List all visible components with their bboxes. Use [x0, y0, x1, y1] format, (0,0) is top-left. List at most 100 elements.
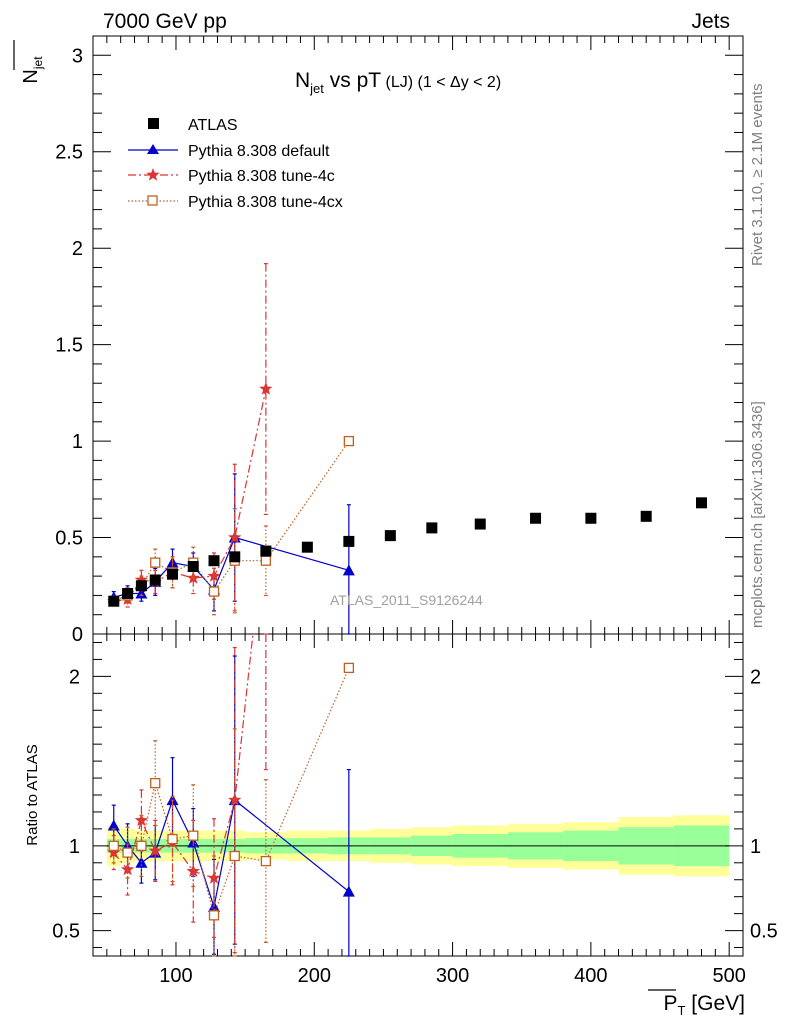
- data-point-star: [120, 862, 135, 876]
- atlas-point: [229, 551, 241, 563]
- atlas-point: [474, 518, 486, 530]
- title-jet-sub: jet: [309, 81, 324, 96]
- legend-tune4c-label: Pythia 8.308 tune-4c: [188, 168, 335, 185]
- atlas-point: [343, 535, 355, 547]
- data-point-square: [136, 840, 147, 851]
- atlas-point: [135, 580, 147, 592]
- y-tick-label-ratio: 2: [69, 666, 80, 688]
- y-axis-label-main: Njet: [20, 56, 45, 84]
- atlas-point: [585, 512, 597, 524]
- data-point-square: [260, 555, 272, 566]
- y-tick-label-ratio-right: 2: [750, 666, 761, 688]
- data-point-square: [150, 777, 161, 789]
- data-point-square: [150, 557, 161, 568]
- legend: ATLAS Pythia 8.308 default Pythia 8.308 …: [128, 117, 343, 211]
- xlabel-p: P: [664, 992, 678, 1015]
- x-tick-label: 300: [436, 965, 469, 987]
- data-point-square: [188, 830, 199, 841]
- atlas-point: [187, 560, 199, 572]
- y-tick-label-main: 0.5: [55, 528, 83, 550]
- legend-star-shape: [146, 168, 160, 181]
- atlas-point: [301, 541, 313, 553]
- y-tick-label-ratio-right: 1: [750, 836, 761, 858]
- ratio-uncertainty-band: [106, 815, 730, 877]
- atlas-point: [208, 555, 220, 567]
- data-point-triangle: [107, 819, 120, 831]
- series-2: [108, 662, 355, 957]
- atlas-point: [260, 545, 272, 557]
- legend-default-marker: [147, 144, 159, 154]
- atlas-point: [122, 587, 134, 599]
- legend-atlas-label: ATLAS: [188, 117, 238, 134]
- series-line: [113, 440, 350, 602]
- data-point-star: [148, 843, 162, 857]
- watermark: ATLAS_2011_S9126244: [330, 592, 483, 608]
- atlas-point: [426, 522, 438, 534]
- ylabel-n: N: [20, 69, 42, 83]
- data-point-square: [343, 662, 355, 674]
- data-point-star: [259, 382, 273, 395]
- x-axis-label: PT [GeV]: [664, 992, 746, 1018]
- y-tick-label-ratio: 1: [69, 836, 80, 858]
- data-point-triangle: [342, 564, 355, 576]
- atlas-data: [108, 497, 708, 607]
- data-point-square: [208, 586, 220, 597]
- atlas-point: [640, 510, 652, 522]
- y-tick-label-ratio-right: 0.5: [750, 921, 778, 943]
- title-vs: vs pT: [324, 69, 381, 92]
- legend-tune4cx-label: Pythia 8.308 tune-4cx: [188, 194, 343, 211]
- x-tick-label: 500: [712, 965, 745, 987]
- data-point-square: [260, 855, 272, 867]
- data-point-square: [122, 847, 133, 858]
- data-point-square: [229, 850, 240, 862]
- xlabel-unit: [GeV]: [685, 992, 745, 1015]
- x-tick-label: 100: [159, 965, 192, 987]
- y-tick-label-main: 1: [72, 431, 83, 453]
- x-tick-label: 200: [298, 965, 331, 987]
- y-tick-label-main: 0: [72, 624, 83, 646]
- y-tick-label-ratio: 0.5: [52, 921, 80, 943]
- data-point-square: [343, 435, 355, 447]
- axis-ticks: 100 200 300 400 500 0 0.5 1 1.5 2 2.5 3 0.5 0.5 1 1 2 2: [52, 36, 778, 987]
- x-tick-label: 400: [574, 965, 607, 987]
- title-n: N: [295, 69, 310, 92]
- series-line: [113, 667, 350, 918]
- ylabel-jet-sub: jet: [31, 56, 45, 70]
- data-point-star: [186, 571, 200, 584]
- data-point-triangle: [342, 885, 355, 897]
- atlas-point: [167, 568, 179, 580]
- data-point-triangle: [135, 587, 148, 599]
- data-point-square: [167, 833, 178, 845]
- series-line: [113, 536, 350, 598]
- data-point-star: [134, 573, 149, 586]
- title-range: (1 < Δy < 2): [413, 74, 501, 91]
- legend-tune4cx-marker: [147, 195, 158, 206]
- atlas-point: [696, 497, 708, 509]
- title-lj: (LJ): [381, 74, 413, 91]
- ratio-panel-series: [107, 633, 355, 957]
- series-1: [107, 633, 268, 954]
- header-right: Jets: [691, 10, 730, 33]
- atlas-point: [384, 530, 396, 542]
- side-label-rivet: Rivet 3.1.10, ≥ 2.1M events: [749, 84, 766, 267]
- data-point-square: [208, 910, 220, 921]
- chart-title: Njet vs pT (LJ) (1 < Δy < 2): [295, 69, 501, 96]
- legend-atlas-marker: [148, 118, 159, 129]
- ratio-frame: [92, 633, 744, 957]
- y-tick-label-main: 1.5: [55, 335, 83, 357]
- atlas-point: [108, 595, 120, 607]
- atlas-point: [530, 512, 542, 524]
- y-tick-label-main: 2.5: [55, 142, 83, 164]
- legend-tune4c-marker: [146, 168, 160, 181]
- side-label-mcplots: mcplots.cern.ch [arXiv:1306.3436]: [749, 401, 766, 628]
- y-tick-label-main: 2: [72, 238, 83, 260]
- series-0: [107, 655, 355, 957]
- atlas-point: [149, 574, 161, 586]
- y-axis-label-ratio: Ratio to ATLAS: [24, 744, 41, 845]
- xlabel-t-sub: T: [678, 1003, 686, 1018]
- header-left: 7000 GeV pp: [103, 10, 227, 33]
- y-tick-label-main: 3: [72, 45, 83, 67]
- data-point-star: [107, 845, 121, 859]
- legend-default-label: Pythia 8.308 default: [188, 143, 330, 160]
